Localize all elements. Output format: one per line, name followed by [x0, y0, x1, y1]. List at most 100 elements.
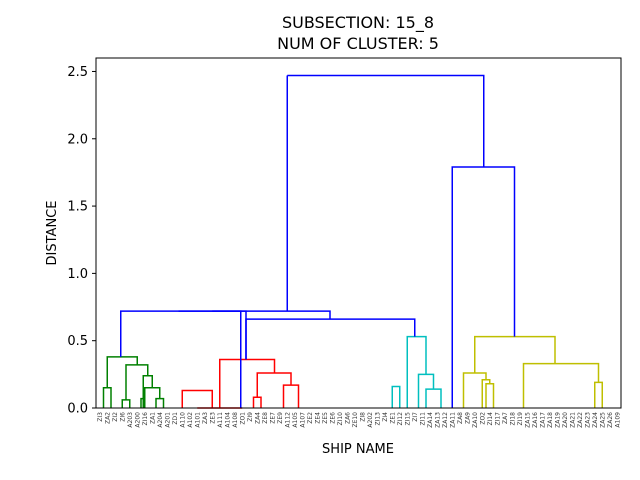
dendrogram-link: [106, 356, 138, 388]
x-leaf-label: A110: [179, 412, 186, 428]
x-leaf-label: A202: [367, 412, 374, 428]
x-leaf-label: ZA26: [607, 412, 614, 428]
dendrogram-link: [406, 335, 427, 408]
dendrogram-link: [245, 318, 416, 360]
dendrogram-link: [181, 389, 213, 408]
chart-title-line-1: SUBSECTION: 15_8: [282, 13, 434, 33]
dendrogram-link: [481, 378, 491, 408]
x-leaf-label: ZA15: [524, 412, 531, 428]
dendrogram-link: [219, 358, 276, 408]
x-leaf-label: ZA25: [599, 412, 606, 428]
dendrogram-link: [287, 74, 485, 168]
x-leaf-label: ZI16: [142, 412, 149, 426]
x-leaf-label: ZI2: [112, 412, 119, 422]
x-leaf-label: ZA20: [562, 412, 569, 428]
x-leaf-label: ZA1: [149, 412, 156, 424]
y-tick-label: 2.5: [67, 65, 88, 80]
x-leaf-label: ZI7: [412, 412, 419, 422]
x-leaf-label: ZA4: [254, 412, 261, 424]
dendrogram-link: [252, 396, 262, 408]
x-leaf-label: ZI13: [374, 412, 381, 426]
x-leaf-label: ZA18: [547, 412, 554, 428]
x-leaf-label: ZI9: [247, 412, 254, 422]
x-leaf-label: ZA23: [584, 412, 591, 428]
x-leaf-label: A102: [187, 412, 194, 428]
x-leaf-label: ZO1: [239, 412, 246, 425]
x-leaf-label: ZA11: [449, 412, 456, 428]
dendrogram-link: [391, 385, 401, 408]
x-leaf-label: A201: [164, 412, 171, 428]
x-axis: ZI3 ZA2 ZI2 ZI6 A203 A200 ZI16 ZA1 A204 A201 ZD1 A1…: [97, 412, 622, 428]
x-leaf-label: ZE5: [322, 412, 329, 424]
x-leaf-label: ZA2: [104, 412, 111, 424]
y-tick-label: 0.0: [67, 402, 88, 417]
x-leaf-label: ZI6: [119, 412, 126, 422]
x-leaf-label: ZO2: [479, 412, 486, 425]
x-leaf-label: ZI14: [487, 412, 494, 426]
dendrogram-link: [522, 362, 600, 408]
x-leaf-label: ZA12: [442, 412, 449, 428]
x-leaf-label: ZA21: [569, 412, 576, 428]
x-leaf-label: ZI19: [517, 412, 524, 426]
x-leaf-label: ZA10: [472, 412, 479, 428]
x-leaf-label: A203: [127, 412, 134, 428]
x-leaf-label: A200: [134, 412, 141, 428]
x-axis-label: SHIP NAME: [322, 442, 394, 457]
x-leaf-label: ZI11: [419, 412, 426, 426]
x-leaf-label: ZA22: [577, 412, 584, 428]
x-leaf-label: ZA13: [434, 412, 441, 428]
x-leaf-label: ZE9: [277, 412, 284, 424]
plot-frame: [95, 57, 622, 409]
dendrogram-link: [155, 397, 165, 408]
x-leaf-label: A101: [194, 412, 201, 428]
x-leaf-label: ZA19: [554, 412, 561, 428]
x-leaf-label: ZE6: [329, 412, 336, 424]
x-leaf-label: ZE7: [269, 412, 276, 424]
dendrogram-link: [102, 387, 112, 408]
y-axis: 0.0 0.5 1.0 1.5 2.0 2.5: [67, 65, 96, 417]
x-leaf-label: A204: [157, 412, 164, 428]
x-leaf-label: A105: [292, 412, 299, 428]
x-leaf-label: ZI8: [359, 412, 366, 422]
x-leaf-label: A111: [217, 412, 224, 428]
y-axis-label: DISTANCE: [45, 201, 60, 266]
dendrogram-link: [474, 335, 556, 373]
dendrogram-link: [144, 387, 161, 399]
x-leaf-label: ZI4: [382, 412, 389, 422]
y-tick-label: 2.0: [67, 132, 88, 147]
y-tick-label: 1.0: [67, 267, 88, 282]
x-leaf-label: ZE2: [307, 412, 314, 424]
x-leaf-label: ZA17: [539, 412, 546, 428]
x-leaf-label: ZI12: [397, 412, 404, 426]
x-leaf-label: ZD1: [172, 412, 179, 425]
x-leaf-label: A109: [614, 412, 621, 428]
dendrogram-link: [212, 310, 331, 320]
y-tick-label: 0.5: [67, 334, 88, 349]
x-leaf-label: ZA24: [592, 412, 599, 428]
x-leaf-label: ZE3: [209, 412, 216, 424]
x-leaf-label: ZA9: [464, 412, 471, 424]
x-leaf-label: ZA8: [457, 412, 464, 424]
x-leaf-label: A112: [284, 412, 291, 428]
x-leaf-label: A107: [299, 412, 306, 428]
x-leaf-label: ZE8: [262, 412, 269, 424]
x-leaf-label: ZI10: [337, 412, 344, 426]
x-leaf-label: ZA7: [502, 412, 509, 424]
x-leaf-label: ZI17: [494, 412, 501, 426]
x-leaf-label: ZA3: [202, 412, 209, 424]
y-tick-label: 1.5: [67, 200, 88, 215]
x-leaf-label: A104: [224, 412, 231, 428]
chart-title-line-2: NUM OF CLUSTER: 5: [277, 34, 439, 53]
x-leaf-label: ZA6: [344, 412, 351, 424]
x-leaf-label: ZE1: [389, 412, 396, 424]
x-leaf-label: A108: [232, 412, 239, 428]
x-leaf-label: ZE10: [352, 412, 359, 428]
x-leaf-label: ZA16: [532, 412, 539, 428]
x-leaf-label: ZE4: [314, 412, 321, 424]
x-leaf-label: ZI15: [404, 412, 411, 426]
x-leaf-label: ZI18: [509, 412, 516, 426]
x-leaf-label: ZI3: [97, 412, 104, 422]
dendrogram-link: [425, 388, 442, 408]
